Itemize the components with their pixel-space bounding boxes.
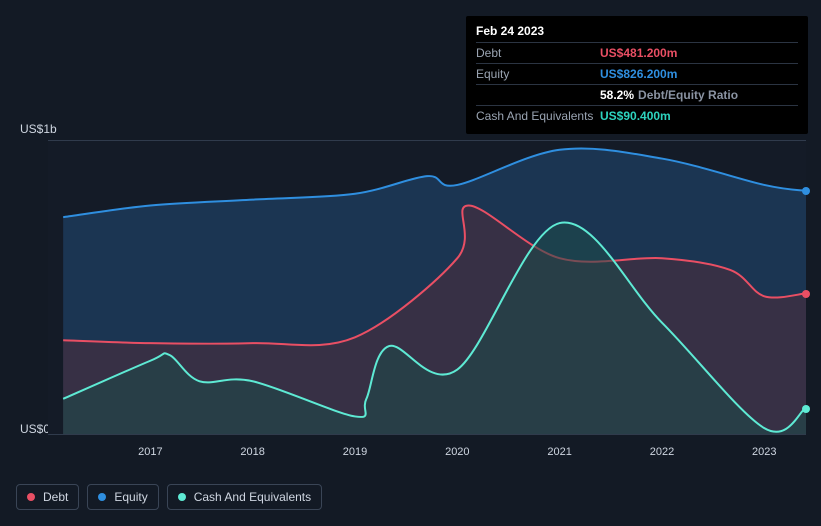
tooltip-row: 58.2%Debt/Equity Ratio bbox=[476, 84, 798, 105]
tooltip-row: EquityUS$826.200m bbox=[476, 63, 798, 84]
x-tick: 2019 bbox=[343, 446, 367, 458]
x-axis: 2017 2018 2019 2020 2021 2022 2023 bbox=[48, 446, 806, 466]
plot-area[interactable] bbox=[48, 140, 806, 435]
x-tick: 2022 bbox=[650, 446, 674, 458]
debt-equity-chart: US$1b US$0 2017 2018 2019 2020 2021 2022 2023 bbox=[16, 122, 806, 472]
legend-dot-icon bbox=[27, 493, 35, 501]
x-tick: 2021 bbox=[547, 446, 571, 458]
y-axis-min-label: US$0 bbox=[20, 422, 50, 436]
tooltip-value: US$826.200m bbox=[600, 67, 677, 81]
tooltip-value: 58.2%Debt/Equity Ratio bbox=[600, 88, 738, 102]
legend-label: Debt bbox=[43, 490, 68, 504]
legend-label: Equity bbox=[114, 490, 147, 504]
legend-dot-icon bbox=[98, 493, 106, 501]
tooltip-label: Equity bbox=[476, 67, 600, 81]
series-end-marker bbox=[802, 405, 810, 413]
tooltip-value: US$481.200m bbox=[600, 46, 677, 60]
x-tick: 2023 bbox=[752, 446, 776, 458]
legend-item-equity[interactable]: Equity bbox=[87, 484, 158, 510]
tooltip-label: Cash And Equivalents bbox=[476, 109, 600, 123]
tooltip-row: DebtUS$481.200m bbox=[476, 42, 798, 63]
legend-item-cash[interactable]: Cash And Equivalents bbox=[167, 484, 322, 510]
tooltip-label: Debt bbox=[476, 46, 600, 60]
x-tick: 2018 bbox=[240, 446, 264, 458]
legend-dot-icon bbox=[178, 493, 186, 501]
legend: Debt Equity Cash And Equivalents bbox=[16, 484, 322, 510]
tooltip-label bbox=[476, 88, 600, 102]
legend-item-debt[interactable]: Debt bbox=[16, 484, 79, 510]
series-end-marker bbox=[802, 290, 810, 298]
x-tick: 2020 bbox=[445, 446, 469, 458]
y-axis-max-label: US$1b bbox=[20, 122, 57, 136]
chart-tooltip: Feb 24 2023 DebtUS$481.200mEquityUS$826.… bbox=[466, 16, 808, 134]
tooltip-value: US$90.400m bbox=[600, 109, 671, 123]
series-end-marker bbox=[802, 187, 810, 195]
tooltip-date: Feb 24 2023 bbox=[476, 24, 798, 42]
x-tick: 2017 bbox=[138, 446, 162, 458]
legend-label: Cash And Equivalents bbox=[194, 490, 311, 504]
